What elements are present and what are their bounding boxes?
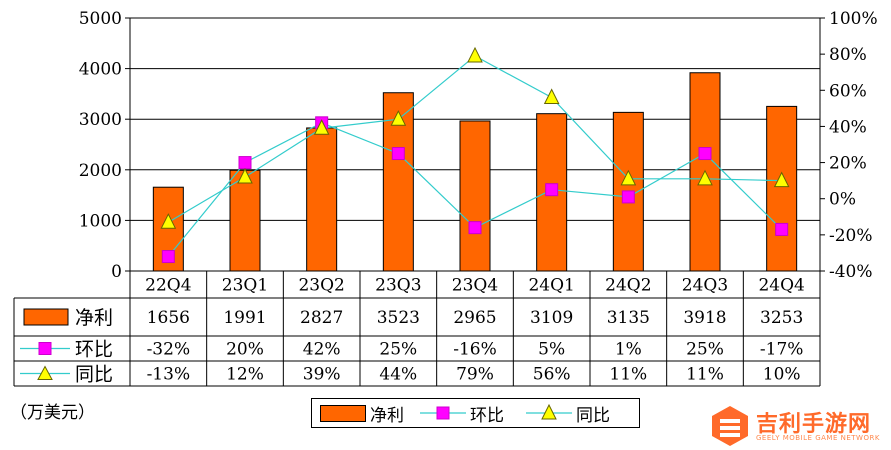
square-marker: [775, 222, 789, 236]
category-label: 22Q4: [145, 276, 191, 296]
table-cell: 2965: [453, 308, 496, 328]
triangle-marker: [237, 167, 253, 184]
legend-item-qoq: 环比: [420, 399, 504, 427]
table-cell: 1656: [147, 308, 190, 328]
table-cell: 3523: [377, 308, 420, 328]
category-label: 24Q4: [758, 276, 804, 296]
legend-label-net-profit: 净利: [370, 405, 404, 426]
row-label: 净利: [75, 307, 113, 329]
table-cell: 1%: [615, 340, 642, 360]
watermark-subtitle: GEELY MOBILE GAME NETWORK: [756, 434, 880, 442]
table-cell: 3135: [607, 308, 650, 328]
legend-item-net-profit: 净利: [320, 399, 404, 427]
table-cell: 1991: [223, 308, 266, 328]
triangle-marker: [313, 119, 330, 135]
triangle-marker: [543, 88, 560, 105]
row-key-square: [38, 342, 52, 355]
bar: [306, 127, 338, 272]
table-cell: -32%: [147, 340, 191, 360]
table-cell: 11%: [686, 365, 724, 385]
table-cell: 39%: [303, 365, 341, 385]
table-cell: 42%: [303, 340, 341, 360]
left-axis-tick-label: 3000: [79, 110, 122, 130]
bar: [459, 120, 491, 272]
category-label: 24Q3: [682, 276, 728, 296]
table-cell: 25%: [379, 340, 417, 360]
table-cell: 10%: [763, 365, 801, 385]
row-label: 同比: [75, 364, 113, 386]
legend-swatch-square: [420, 406, 466, 420]
table-cell: 3918: [683, 308, 726, 328]
legend-label-yoy: 同比: [576, 405, 610, 426]
square-marker: [545, 183, 559, 197]
row-label: 环比: [75, 339, 113, 361]
table-cell: -17%: [760, 340, 804, 360]
table-cell: 25%: [686, 340, 724, 360]
triangle-marker: [390, 110, 407, 126]
unit-label: （万美元）: [10, 403, 95, 423]
right-axis-tick-label: -40%: [829, 262, 873, 282]
left-axis-tick-label: 2000: [79, 161, 122, 181]
square-marker: [621, 190, 635, 204]
legend: 净利 环比 同比: [311, 398, 640, 428]
table-cell: 12%: [226, 365, 264, 385]
triangle-marker: [467, 46, 483, 63]
bar: [766, 105, 798, 272]
right-axis-tick-label: 100%: [829, 9, 878, 29]
triangle-marker: [697, 169, 713, 186]
bar: [229, 169, 261, 272]
category-label: 23Q1: [222, 276, 268, 296]
triangle-marker: [620, 169, 637, 186]
table-cell: 44%: [379, 365, 417, 385]
row-key-bar: [23, 308, 69, 326]
legend-label-qoq: 环比: [470, 405, 504, 426]
triangle-marker: [160, 213, 177, 229]
right-axis-tick-label: 60%: [829, 81, 867, 101]
category-label: 24Q2: [605, 276, 651, 296]
table-cell: 56%: [533, 365, 571, 385]
table-cell: 20%: [226, 340, 264, 360]
table-cell: -16%: [453, 340, 497, 360]
table-cell: -13%: [147, 365, 191, 385]
legend-swatch-triangle: [526, 403, 572, 420]
table-cell: 3109: [530, 308, 573, 328]
table-cell: 79%: [456, 365, 494, 385]
category-label: 23Q4: [452, 276, 498, 296]
left-axis-tick-label: 5000: [79, 9, 122, 29]
right-axis-tick-label: 0%: [829, 190, 856, 210]
category-label: 24Q1: [528, 276, 574, 296]
left-axis-tick-label: 4000: [79, 60, 122, 80]
triangle-marker: [773, 171, 790, 188]
watermark: 吉利手游网 GEELY MOBILE GAME NETWORK: [708, 404, 880, 450]
category-label: 23Q3: [375, 276, 421, 296]
square-marker: [161, 250, 175, 264]
table-cell: 5%: [538, 340, 565, 360]
table-cell: 11%: [609, 365, 647, 385]
table-cell: 2827: [300, 308, 343, 328]
right-axis-tick-label: 20%: [829, 154, 867, 174]
row-key-triangle: [37, 365, 53, 380]
bar: [382, 92, 414, 272]
table-cell: 3253: [760, 308, 803, 328]
watermark-logo-icon: [712, 406, 748, 446]
legend-swatch-bar: [320, 404, 366, 422]
left-axis-tick-label: 0: [111, 262, 122, 282]
legend-item-yoy: 同比: [526, 399, 610, 427]
right-axis-tick-label: 40%: [829, 117, 867, 137]
right-axis-tick-label: -20%: [829, 226, 873, 246]
category-label: 23Q2: [298, 276, 344, 296]
square-marker: [391, 147, 405, 161]
watermark-title: 吉利手游网: [756, 412, 872, 437]
right-axis-tick-label: 80%: [829, 45, 867, 65]
square-marker: [468, 221, 482, 235]
left-axis-tick-label: 1000: [79, 211, 122, 231]
square-marker: [238, 156, 252, 170]
square-marker: [698, 147, 712, 161]
